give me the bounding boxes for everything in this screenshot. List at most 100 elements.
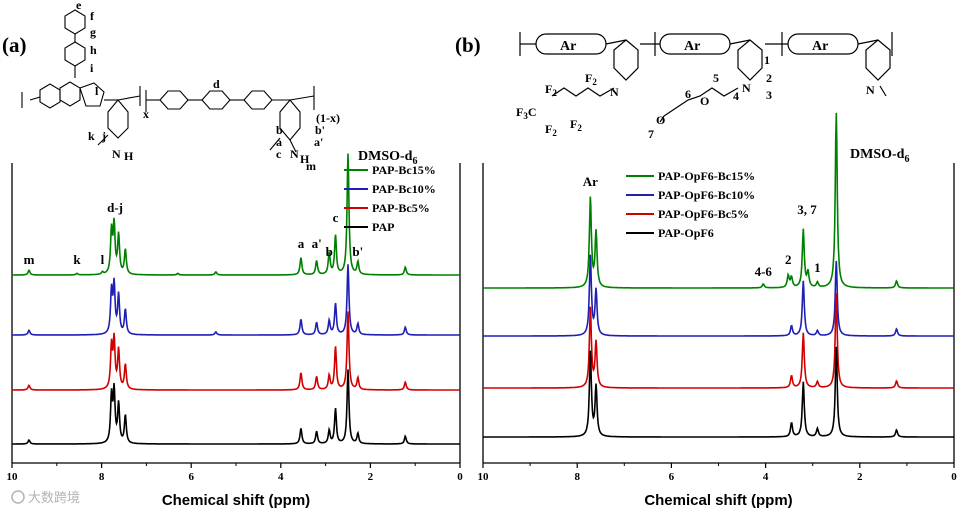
peak-label: l: [101, 252, 105, 267]
x-tick-label: 2: [368, 471, 374, 483]
label-a: a: [276, 135, 282, 149]
label-1mx: (1-x): [316, 111, 340, 125]
peak-label: k: [73, 252, 81, 267]
watermark-logo-icon: [11, 490, 25, 504]
x-tick-label: 8: [574, 471, 580, 483]
x-tick-label: 6: [188, 471, 194, 483]
label-N-b1: N: [610, 85, 619, 99]
peak-label: b': [352, 244, 363, 259]
peak-label: 2: [785, 252, 792, 267]
spectrum-plot-a: 10 8 6 4 2 0 Chemical shift (ppm) PAP-Bc15% PAP-…: [7, 153, 463, 509]
peak-label: a': [312, 236, 322, 251]
spectrum-line-1: [12, 153, 460, 276]
spectrum-line-1: [483, 112, 954, 289]
legend-label: PAP-Bc10%: [372, 182, 436, 196]
spectrum-line-3: [483, 292, 954, 389]
label-N2: N: [290, 147, 299, 161]
ar-label-2: Ar: [684, 39, 700, 54]
label-ap: a': [314, 135, 323, 149]
label-F2-1: F2: [545, 82, 557, 98]
label-h: h: [90, 43, 97, 57]
label-O2: O: [656, 113, 665, 127]
label-e: e: [76, 0, 82, 12]
x-tick-label: 0: [951, 471, 957, 483]
legend-label: PAP-OpF6-Bc10%: [658, 188, 755, 202]
legend-label: PAP-Bc5%: [372, 201, 430, 215]
label-N-b3: N: [866, 83, 875, 97]
structure-a-labels: e f g h i l k j x N H d (1-x) b b' a a' …: [76, 0, 340, 173]
x-tick-label: 10: [478, 471, 490, 483]
label-n5: 5: [713, 71, 719, 85]
label-n1: 1: [764, 53, 770, 67]
label-n6: 6: [685, 87, 691, 101]
label-m: m: [306, 159, 316, 173]
watermark: 大数跨境: [11, 490, 80, 506]
label-n3: 3: [766, 88, 772, 102]
peak-label: 3, 7: [797, 202, 817, 217]
label-F3C: F3C: [516, 105, 537, 121]
x-tick-label: 8: [99, 471, 105, 483]
label-g: g: [90, 25, 96, 39]
peak-label: a: [298, 236, 305, 251]
x-tick-label: 2: [857, 471, 863, 483]
label-n7: 7: [648, 127, 654, 141]
x-tick-label: 4: [763, 471, 769, 483]
spectrum-line-4: [483, 346, 954, 438]
peak-label: m: [24, 252, 35, 267]
label-b: b: [276, 123, 283, 137]
spectrum-plot-b: 10 8 6 4 2 0 Chemical shift (ppm) PAP-OpF6-Bc15…: [478, 112, 957, 509]
label-n4: 4: [733, 89, 739, 103]
panel-b: (b) Ar Ar Ar: [455, 32, 957, 509]
spectrum-line-2: [483, 254, 954, 337]
peak-label: d-j: [107, 200, 123, 215]
legend-label: PAP: [372, 220, 394, 234]
label-d: d: [213, 77, 220, 91]
spectrum-line-4: [12, 369, 460, 445]
structure-a: [21, 9, 315, 153]
label-H2: H: [300, 152, 310, 166]
label-j: j: [101, 129, 106, 143]
panel-b-label: (b): [455, 33, 481, 57]
legend-label: PAP-OpF6-Bc5%: [658, 207, 749, 221]
label-N1: N: [112, 147, 121, 161]
legend-label: PAP-Bc15%: [372, 163, 436, 177]
structure-b-labels: Ar Ar Ar F3C F2 F2 F2 F2 N 1 2 3 4 5 6 7…: [516, 39, 875, 141]
watermark-text: 大数跨境: [28, 491, 80, 506]
label-O1: O: [700, 94, 709, 108]
label-i: i: [90, 61, 94, 75]
label-k: k: [88, 129, 95, 143]
spectrum-line-3: [12, 311, 460, 391]
label-f: f: [90, 9, 95, 23]
solvent-label-b: DMSO-d6: [850, 147, 909, 165]
x-axis-title: Chemical shift (ppm): [644, 492, 792, 509]
spectrum-line-2: [12, 264, 460, 336]
peak-label: 4-6: [755, 264, 773, 279]
label-N-b2: N: [742, 81, 751, 95]
legend-label: PAP-OpF6-Bc15%: [658, 169, 755, 183]
peak-label: Ar: [583, 174, 598, 189]
label-F2-3: F2: [585, 71, 597, 87]
x-tick-label: 0: [457, 471, 463, 483]
panel-a: (a): [2, 0, 463, 509]
label-F2-2: F2: [570, 117, 582, 133]
structure-b: [519, 32, 893, 123]
ar-label-1: Ar: [560, 39, 576, 54]
legend-label: PAP-OpF6: [658, 226, 714, 240]
label-F2-4: F2: [545, 122, 557, 138]
peak-label: 1: [814, 260, 821, 275]
panel-a-label: (a): [2, 33, 27, 57]
ar-label-3: Ar: [812, 39, 828, 54]
x-tick-label: 6: [669, 471, 675, 483]
label-c: c: [276, 147, 282, 161]
peak-label: c: [333, 210, 339, 225]
x-tick-label: 4: [278, 471, 284, 483]
x-axis-title: Chemical shift (ppm): [162, 492, 310, 509]
label-x: x: [143, 107, 149, 121]
label-H1: H: [124, 149, 134, 163]
label-n2: 2: [766, 71, 772, 85]
label-l: l: [95, 84, 99, 98]
x-tick-label: 10: [7, 471, 19, 483]
label-bp: b': [315, 123, 325, 137]
peak-label: b: [326, 244, 333, 259]
